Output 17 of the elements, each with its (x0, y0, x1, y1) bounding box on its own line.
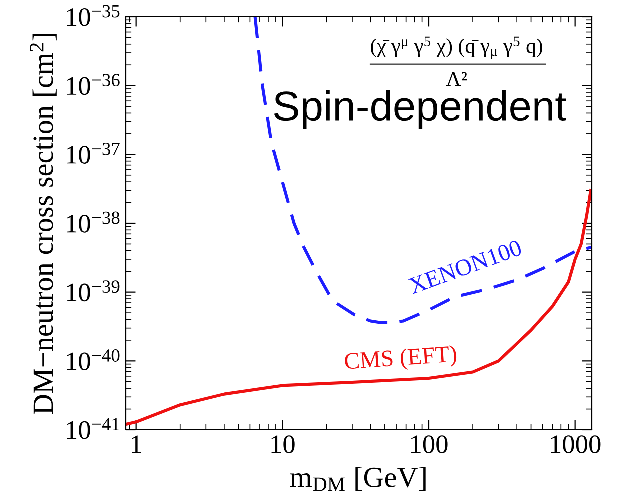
x-tick-label: 1 (132, 436, 142, 454)
x-tick-label: 100 (412, 436, 448, 454)
y-tick-label: 10$^{−35}$ (67, 5, 120, 26)
x-axis-title: m$_{DM}$ [GeV] (290, 466, 426, 492)
y-tick-label: 10$^{−40}$ (67, 349, 120, 370)
series-label: CMS (EFT) (344, 345, 458, 374)
y-tick-label: 10$^{−38}$ (67, 212, 120, 233)
y-tick-label: 10$^{−36}$ (67, 74, 120, 96)
text: (χ̄ γ$^{μ}$ γ$^{5}$ χ) (q̄ γ$_{μ}$ γ$^{5}$ q) (371, 36, 542, 60)
x-tick-label: 1000 (551, 436, 601, 454)
y-tick-label: 10$^{−39}$ (67, 280, 120, 302)
y-axis-title: DM−neutron cross section [cm$^{2}$] (30, 34, 57, 414)
y-tick-label: 10$^{−41}$ (67, 418, 120, 440)
annotation: Λ² (446, 72, 468, 86)
x-tick-label: 10 (272, 436, 295, 454)
annotation: Spin-dependent (274, 90, 566, 130)
y-tick-label: 10$^{−37}$ (67, 142, 120, 164)
